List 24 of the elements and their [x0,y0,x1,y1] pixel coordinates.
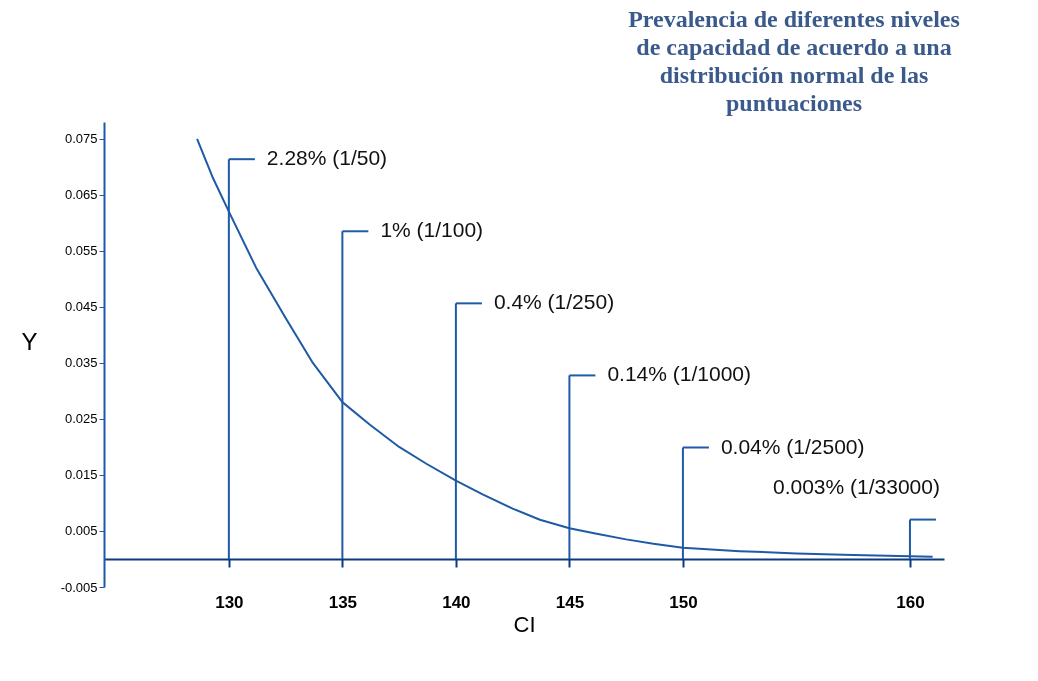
annotation: 0.04% (1/2500) [720,434,865,458]
y-tick-label: 0.035 [64,355,98,371]
y-tick-label: 0.075 [64,131,98,147]
annotation: 0.14% (1/1000) [607,362,752,386]
annotation: 0.4% (1/250) [493,290,615,314]
x-tick-label: 140 [442,593,471,613]
annotation: 1% (1/100) [380,218,484,242]
y-tick-label: -0.005 [60,579,98,595]
annotation: 0.003% (1/33000) [772,474,940,498]
y-tick-label: 0.015 [64,467,98,483]
y-tick-label: 0.025 [64,411,98,427]
y-tick-label: 0.055 [64,243,98,259]
x-tick-label: 150 [669,593,698,613]
annotation: 2.28% (1/50) [266,146,388,170]
chart-title: Prevalencia de diferentes niveles de capacidad de acuerdo a una distribución normal de las puntuaciones [628,6,960,116]
x-axis-title: CI [513,612,536,638]
y-axis-title: Y [21,328,38,355]
x-tick-label: 160 [896,593,925,613]
x-tick-label: 130 [215,593,244,613]
y-tick-label: 0.045 [64,299,98,315]
x-tick-label: 145 [555,593,585,613]
y-tick-label: 0.065 [64,187,98,203]
x-tick-label: 135 [328,593,358,613]
y-tick-label: 0.005 [64,523,98,539]
